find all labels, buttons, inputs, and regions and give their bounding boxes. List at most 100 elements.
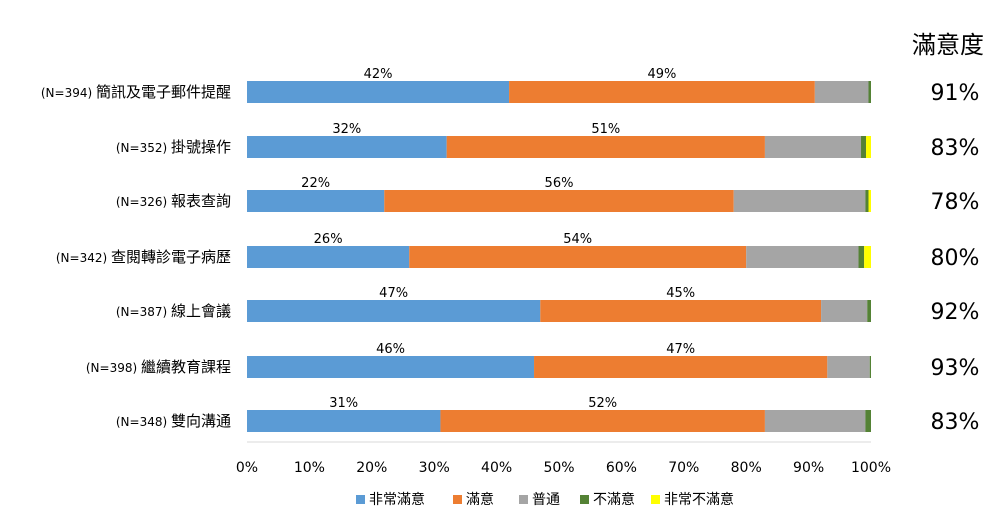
data-label: 45% (666, 286, 695, 301)
legend-label: 非常不滿意 (664, 491, 734, 508)
category-name: 雙向溝通 (171, 412, 231, 430)
category-n: (N=342) (56, 251, 111, 265)
category-name: 掛號操作 (171, 138, 231, 156)
bar-segment (446, 136, 765, 158)
bar-segment (247, 246, 410, 268)
category-n: (N=398) (86, 361, 141, 375)
bar-segment (764, 136, 862, 158)
data-label: 51% (591, 122, 620, 137)
bar-segment (868, 81, 871, 103)
category-name: 簡訊及電子郵件提醒 (96, 83, 231, 101)
bar-segment (409, 246, 747, 268)
bar-segment (247, 356, 535, 378)
satisfaction-value: 80% (931, 246, 980, 271)
legend-label: 不滿意 (593, 491, 635, 508)
satisfaction-value: 92% (931, 300, 980, 325)
x-tick-label: 80% (731, 460, 762, 476)
x-tick-label: 30% (419, 460, 450, 476)
satisfaction-value: 93% (931, 356, 980, 381)
satisfaction-value: 78% (931, 190, 980, 215)
legend-item: 普通 (519, 492, 560, 508)
category-label: (N=394) 簡訊及電子郵件提醒 (41, 83, 231, 101)
legend-swatch (356, 495, 365, 504)
legend-item: 滿意 (453, 491, 494, 508)
data-label: 56% (545, 176, 574, 191)
category-name: 繼續教育課程 (141, 358, 231, 376)
bar-segment (864, 246, 871, 268)
bar-segment (869, 356, 871, 378)
x-tick-label: 10% (294, 460, 325, 476)
bar-segment (509, 81, 815, 103)
data-label: 52% (588, 396, 617, 411)
data-label: 49% (648, 67, 677, 82)
bar-segment (733, 190, 866, 212)
data-label: 46% (376, 342, 405, 357)
x-tick-label: 0% (236, 460, 258, 476)
bar-segment (440, 410, 765, 432)
category-n: (N=352) (116, 141, 171, 155)
bar-segment (540, 300, 822, 322)
legend-label: 普通 (532, 492, 560, 508)
bar-segment (865, 410, 871, 432)
legend-item: 非常滿意 (356, 491, 425, 508)
category-label: (N=342) 查閱轉診電子病歷 (56, 248, 231, 266)
category-name: 報表查詢 (171, 192, 231, 210)
legend-swatch (453, 495, 462, 504)
legend-item: 非常不滿意 (651, 491, 734, 508)
data-label: 31% (329, 396, 358, 411)
bar-segment (746, 246, 859, 268)
labels-group: (N=394) 簡訊及電子郵件提醒 42% 49% (N=352) 掛號操作 32% 51… (41, 67, 695, 430)
x-tick-label: 100% (851, 460, 891, 476)
data-label: 26% (314, 232, 343, 247)
bar-segment (865, 190, 869, 212)
legend-label: 非常滿意 (369, 491, 425, 508)
bars-group (247, 81, 871, 432)
legend-swatch (651, 495, 660, 504)
bar-segment (866, 136, 871, 158)
category-name: 查閱轉診電子病歷 (111, 248, 231, 266)
satisfaction-value: 83% (931, 136, 980, 161)
x-tick-label: 50% (543, 460, 574, 476)
bar-segment (821, 300, 868, 322)
x-tick-label: 70% (668, 460, 699, 476)
bar-segment (868, 190, 871, 212)
x-tick-label: 60% (606, 460, 637, 476)
category-n: (N=394) (41, 86, 96, 100)
satisfaction-value: 83% (931, 410, 980, 435)
legend-swatch (580, 495, 589, 504)
x-tick-label: 40% (481, 460, 512, 476)
x-tick-label: 90% (793, 460, 824, 476)
category-label: (N=326) 報表查詢 (116, 192, 231, 210)
x-tick-label: 20% (356, 460, 387, 476)
bar-segment (764, 410, 866, 432)
category-label: (N=387) 線上會議 (116, 302, 231, 320)
legend-item: 不滿意 (580, 491, 635, 508)
satisfaction-header: 滿意度 (912, 31, 984, 59)
legend-swatch (519, 495, 528, 504)
data-label: 54% (563, 232, 592, 247)
bar-segment (247, 190, 385, 212)
satisfaction-value: 91% (931, 81, 980, 106)
bar-segment (814, 81, 869, 103)
satisfaction-column: 91% 83% 78% 80% 92% 93% 83% (931, 81, 980, 435)
data-label: 32% (332, 122, 361, 137)
bar-segment (247, 410, 441, 432)
category-n: (N=387) (116, 305, 171, 319)
category-label: (N=398) 繼續教育課程 (86, 358, 231, 376)
bar-segment (858, 246, 865, 268)
bar-segment (247, 300, 541, 322)
data-label: 22% (301, 176, 330, 191)
category-label: (N=352) 掛號操作 (116, 138, 231, 156)
category-n: (N=348) (116, 415, 171, 429)
legend: 非常滿意 滿意 普通 不滿意 非常不滿意 (356, 491, 734, 508)
x-axis-ticks: 0% 10% 20% 30% 40% 50% 60% 70% 80% 90% 100% (236, 460, 891, 476)
category-name: 線上會議 (171, 302, 231, 320)
bar-segment (534, 356, 828, 378)
data-label: 42% (364, 67, 393, 82)
data-label: 47% (666, 342, 695, 357)
category-n: (N=326) (116, 195, 171, 209)
bar-segment (861, 136, 867, 158)
data-label: 47% (379, 286, 408, 301)
bar-segment (867, 300, 871, 322)
